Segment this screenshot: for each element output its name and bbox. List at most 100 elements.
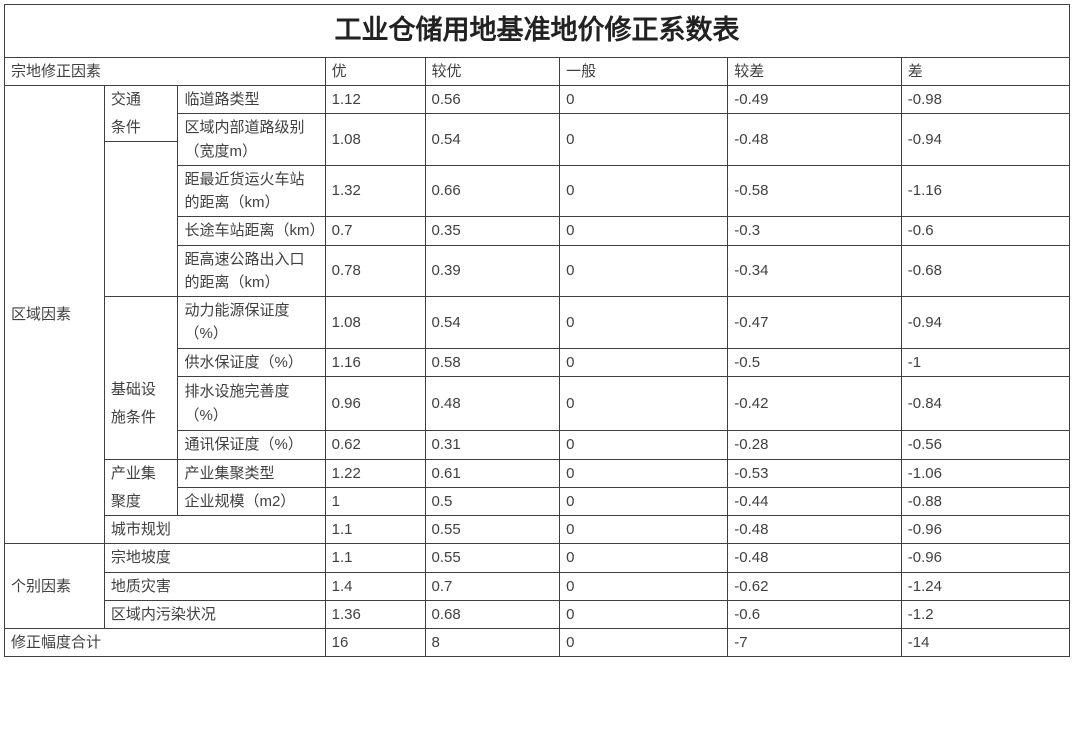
cell: -0.48 (728, 114, 901, 166)
coefficient-table: 工业仓储用地基准地价修正系数表 宗地修正因素 优 较优 一般 较差 差 区域因素… (4, 4, 1070, 657)
cell: 0.7 (425, 572, 560, 600)
cell: -0.96 (901, 544, 1069, 572)
cell: -0.62 (728, 572, 901, 600)
cell: 0 (560, 487, 728, 515)
cell: -1.06 (901, 459, 1069, 487)
table-total-row: 修正幅度合计 16 8 0 -7 -14 (5, 629, 1070, 657)
table-row: 个别因素 宗地坡度 1.1 0.55 0 -0.48 -0.96 (5, 544, 1070, 572)
subgroup-infra-l2: 施条件 (104, 404, 178, 431)
cell: -1.2 (901, 600, 1069, 628)
cell: 0 (560, 376, 728, 431)
cell: 0 (560, 600, 728, 628)
cell: -1.16 (901, 165, 1069, 217)
table-header-row: 宗地修正因素 优 较优 一般 较差 差 (5, 57, 1070, 85)
table-row: 区域因素 交通 临道路类型 1.12 0.56 0 -0.49 -0.98 (5, 86, 1070, 114)
row-label: 距最近货运火车站的距离（km） (178, 165, 325, 217)
cell: -0.34 (728, 245, 901, 297)
cell: 0.58 (425, 348, 560, 376)
subgroup-cluster-l1: 产业集 (104, 459, 178, 487)
subgroup-infra-l1: 基础设 (104, 376, 178, 403)
header-c3: 一般 (560, 57, 728, 85)
subgroup-traffic-l1: 交通 (104, 86, 178, 114)
cell: -0.53 (728, 459, 901, 487)
cell: -0.5 (728, 348, 901, 376)
row-label: 长途车站距离（km） (178, 217, 325, 245)
cell: 0 (560, 348, 728, 376)
cell: -0.42 (728, 376, 901, 431)
table-row: 通讯保证度（%） 0.62 0.31 0 -0.28 -0.56 (5, 431, 1070, 459)
total-label: 修正幅度合计 (5, 629, 326, 657)
row-label: 排水设施完善度（%） (178, 376, 325, 431)
cell: 0.68 (425, 600, 560, 628)
row-label: 企业规模（m2） (178, 487, 325, 515)
cell: 0.7 (325, 217, 425, 245)
subgroup-infra-blank2 (104, 431, 178, 459)
cell: 0.54 (425, 114, 560, 166)
cell: 0.55 (425, 516, 560, 544)
cell: 0.66 (425, 165, 560, 217)
cell: -1 (901, 348, 1069, 376)
header-c4: 较差 (728, 57, 901, 85)
cell: -0.44 (728, 487, 901, 515)
cell: 1.1 (325, 516, 425, 544)
row-label-urban: 城市规划 (104, 516, 325, 544)
cell: 0.54 (425, 297, 560, 349)
table-title-row: 工业仓储用地基准地价修正系数表 (5, 5, 1070, 58)
cell: 0.48 (425, 376, 560, 431)
row-label: 区域内污染状况 (104, 600, 325, 628)
header-factor: 宗地修正因素 (5, 57, 326, 85)
cell: 1 (325, 487, 425, 515)
header-c5: 差 (901, 57, 1069, 85)
cell: 0.78 (325, 245, 425, 297)
row-label: 地质灾害 (104, 572, 325, 600)
cell: -0.56 (901, 431, 1069, 459)
cell: 0.61 (425, 459, 560, 487)
table-row: 基础设 排水设施完善度（%） 0.96 0.48 0 -0.42 -0.84 (5, 376, 1070, 403)
table-row: 聚度 企业规模（m2） 1 0.5 0 -0.44 -0.88 (5, 487, 1070, 515)
cell: 0.5 (425, 487, 560, 515)
table-title: 工业仓储用地基准地价修正系数表 (5, 5, 1070, 58)
cell: -0.6 (728, 600, 901, 628)
cell: 0.55 (425, 544, 560, 572)
cell: 1.22 (325, 459, 425, 487)
table-row: 地质灾害 1.4 0.7 0 -0.62 -1.24 (5, 572, 1070, 600)
total-cell: -14 (901, 629, 1069, 657)
cell: -0.28 (728, 431, 901, 459)
cell: -0.98 (901, 86, 1069, 114)
cell: -0.68 (901, 245, 1069, 297)
cell: 0.35 (425, 217, 560, 245)
cell: -0.47 (728, 297, 901, 349)
subgroup-traffic-l2: 条件 (104, 114, 178, 142)
header-c1: 优 (325, 57, 425, 85)
cell: 0 (560, 165, 728, 217)
table-row: 城市规划 1.1 0.55 0 -0.48 -0.96 (5, 516, 1070, 544)
cell: 0 (560, 217, 728, 245)
cell: 1.08 (325, 297, 425, 349)
cell: 0 (560, 297, 728, 349)
total-cell: 16 (325, 629, 425, 657)
row-label: 临道路类型 (178, 86, 325, 114)
cell: 1.32 (325, 165, 425, 217)
cell: 0 (560, 544, 728, 572)
subgroup-infra-blank1 (104, 297, 178, 377)
total-cell: 0 (560, 629, 728, 657)
cell: 1.4 (325, 572, 425, 600)
cell: -0.48 (728, 516, 901, 544)
cell: 0.31 (425, 431, 560, 459)
cell: 0 (560, 516, 728, 544)
cell: 1.16 (325, 348, 425, 376)
cell: -0.94 (901, 114, 1069, 166)
cell: -0.88 (901, 487, 1069, 515)
row-label: 通讯保证度（%） (178, 431, 325, 459)
row-label: 供水保证度（%） (178, 348, 325, 376)
row-label: 宗地坡度 (104, 544, 325, 572)
cell: -0.49 (728, 86, 901, 114)
cell: -0.96 (901, 516, 1069, 544)
table-row: 条件 区域内部道路级别（宽度m） 1.08 0.54 0 -0.48 -0.94 (5, 114, 1070, 142)
row-label: 距高速公路出入口的距离（km） (178, 245, 325, 297)
group-regional: 区域因素 (5, 86, 105, 544)
cell: 0 (560, 459, 728, 487)
total-cell: -7 (728, 629, 901, 657)
cell: -1.24 (901, 572, 1069, 600)
cell: 0 (560, 86, 728, 114)
